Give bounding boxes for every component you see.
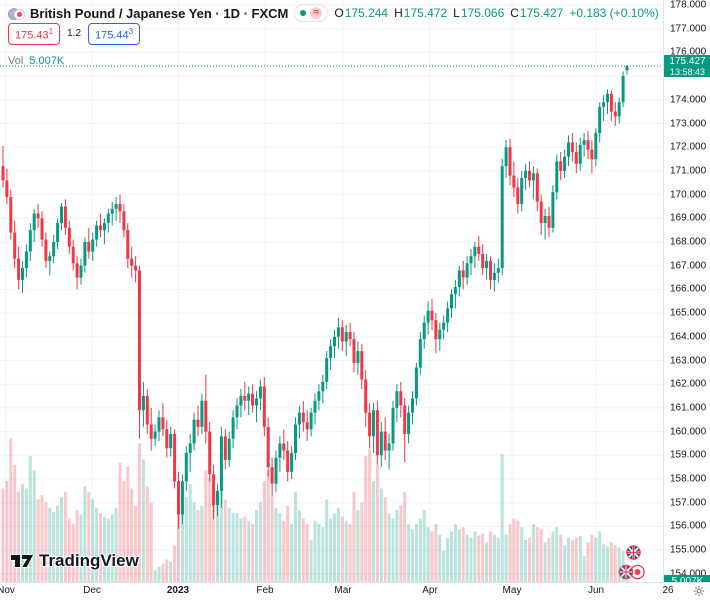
axis-settings-gear-icon[interactable] xyxy=(692,584,706,598)
price-tick: 166.000 xyxy=(670,283,707,295)
time-tick: Apr xyxy=(422,585,438,596)
tradingview-logo-icon xyxy=(10,554,34,568)
time-tick: 2023 xyxy=(166,585,190,596)
price-tick: 176.000 xyxy=(670,46,707,58)
ohlc-values: O 175.244 H 175.472 L 175.066 C 175.427 +0.1… xyxy=(334,6,658,20)
time-tick: Feb xyxy=(256,585,274,596)
volume-value: 5.007K xyxy=(29,55,65,67)
time-tick: Nov xyxy=(0,585,15,596)
chart-legend: British Pound / Japanese Yen · 1D · FXCM… xyxy=(8,4,659,22)
price-tick: 173.000 xyxy=(670,118,707,129)
high-value: 175.472 xyxy=(403,6,448,20)
tradingview-logo[interactable]: TradingView xyxy=(10,551,139,571)
time-tick: 26 xyxy=(662,585,674,596)
price-tick: 160.000 xyxy=(670,426,707,438)
time-tick: May xyxy=(502,585,522,596)
volume-label: Vol xyxy=(8,55,24,67)
price-tick: 155.000 xyxy=(670,544,707,556)
time-tick: Jun xyxy=(587,585,605,596)
price-tick: 154.000 xyxy=(670,568,707,580)
delayed-data-icon: ≈ xyxy=(310,7,323,19)
price-tick: 162.000 xyxy=(670,378,707,390)
open-value: 175.244 xyxy=(344,6,389,20)
uk-flag-icon xyxy=(626,545,641,560)
price-tick: 170.000 xyxy=(670,189,707,201)
symbol-title[interactable]: British Pound / Japanese Yen · 1D · FXCM xyxy=(30,5,289,21)
price-tick: 159.000 xyxy=(670,449,707,461)
candlestick-chart[interactable] xyxy=(0,0,663,583)
price-tick: 163.000 xyxy=(670,355,707,366)
buy-ask-button[interactable]: 175.443 xyxy=(88,23,141,45)
market-open-dot-icon xyxy=(300,10,307,16)
spread-value: 1.2 xyxy=(67,28,82,40)
uk-flag-icon xyxy=(618,564,634,580)
current-price-badge: 175.427 13:58:43 xyxy=(664,54,710,77)
price-tick: 178.000 xyxy=(670,0,707,11)
low-label: L xyxy=(453,6,460,20)
time-tick: Mar xyxy=(334,585,352,596)
price-tick: 161.000 xyxy=(670,402,707,414)
price-tick: 156.000 xyxy=(670,520,707,532)
change-value: +0.183 (+0.10%) xyxy=(569,6,659,20)
bid-ask-row: 175.431 1.2 175.443 xyxy=(8,23,141,45)
price-tick: 157.000 xyxy=(670,497,707,509)
price-tick: 158.000 xyxy=(670,473,707,485)
bar-countdown: 13:58:43 xyxy=(669,66,706,77)
open-label: O xyxy=(334,6,344,20)
price-tick: 172.000 xyxy=(670,141,707,153)
price-tick: 164.000 xyxy=(670,331,707,343)
high-label: H xyxy=(394,6,403,20)
time-tick: Dec xyxy=(83,585,101,596)
price-tick: 165.000 xyxy=(670,307,707,319)
time-axis[interactable]: Nov Dec 2023 Feb Mar Apr May Jun 26 xyxy=(0,582,710,600)
current-price-value: 175.427 xyxy=(669,55,706,67)
tradingview-logo-text: TradingView xyxy=(39,551,139,570)
close-value: 175.427 xyxy=(519,6,564,20)
low-value: 175.066 xyxy=(460,6,505,20)
close-label: C xyxy=(510,6,519,20)
event-badge-uk-jp[interactable] xyxy=(618,564,646,585)
market-status-pill[interactable]: ≈ xyxy=(294,4,329,22)
volume-legend: Vol 5.007K xyxy=(8,55,64,67)
event-badge-uk[interactable] xyxy=(626,545,641,565)
price-tick: 177.000 xyxy=(670,23,707,35)
price-tick: 169.000 xyxy=(670,212,707,224)
price-tick: 171.000 xyxy=(670,165,707,177)
price-tick: 167.000 xyxy=(670,260,707,272)
sell-bid-button[interactable]: 175.431 xyxy=(8,23,61,45)
price-axis[interactable]: 175.427 13:58:43 5.007K 178.000177.00017… xyxy=(663,0,710,588)
price-tick: 174.000 xyxy=(670,94,707,106)
currency-pair-icon xyxy=(8,7,25,20)
price-tick: 168.000 xyxy=(670,236,707,248)
